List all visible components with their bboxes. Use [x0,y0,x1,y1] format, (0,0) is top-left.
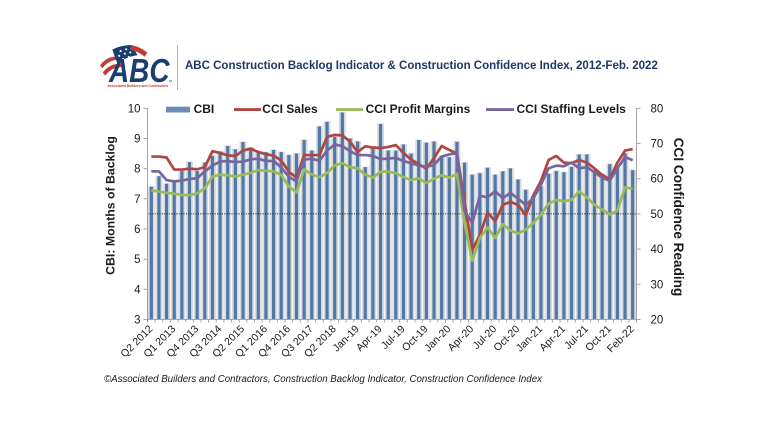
svg-text:3: 3 [134,315,140,327]
svg-text:ABC: ABC [108,53,170,90]
svg-text:5: 5 [134,254,140,266]
svg-text:Apr-21: Apr-21 [537,323,568,354]
svg-text:6: 6 [134,224,140,236]
svg-text:30: 30 [651,279,664,291]
svg-text:Apr-20: Apr-20 [446,323,477,354]
svg-text:50: 50 [651,209,664,221]
svg-text:4: 4 [134,284,141,296]
svg-text:7: 7 [134,194,140,206]
svg-text:40: 40 [651,244,664,256]
svg-text:CCI Staffing Levels: CCI Staffing Levels [517,102,627,116]
svg-text:CCI Confidence Reading: CCI Confidence Reading [671,138,686,297]
svg-text:CCI Sales: CCI Sales [262,102,318,116]
svg-text:8: 8 [134,164,140,176]
svg-text:Apr-19: Apr-19 [354,323,385,354]
svg-text:60: 60 [651,174,664,186]
svg-text:9: 9 [134,134,140,146]
svg-text:CBI: CBI [194,102,215,116]
svg-text:10: 10 [128,103,141,115]
svg-text:70: 70 [651,139,664,151]
svg-text:CCI Profit Margins: CCI Profit Margins [366,102,471,116]
svg-text:20: 20 [651,315,664,327]
svg-text:80: 80 [651,103,664,115]
svg-text:Associated Builders and Contra: Associated Builders and Contractors [108,84,169,88]
svg-text:CBI: Months of Backlog: CBI: Months of Backlog [104,136,118,275]
